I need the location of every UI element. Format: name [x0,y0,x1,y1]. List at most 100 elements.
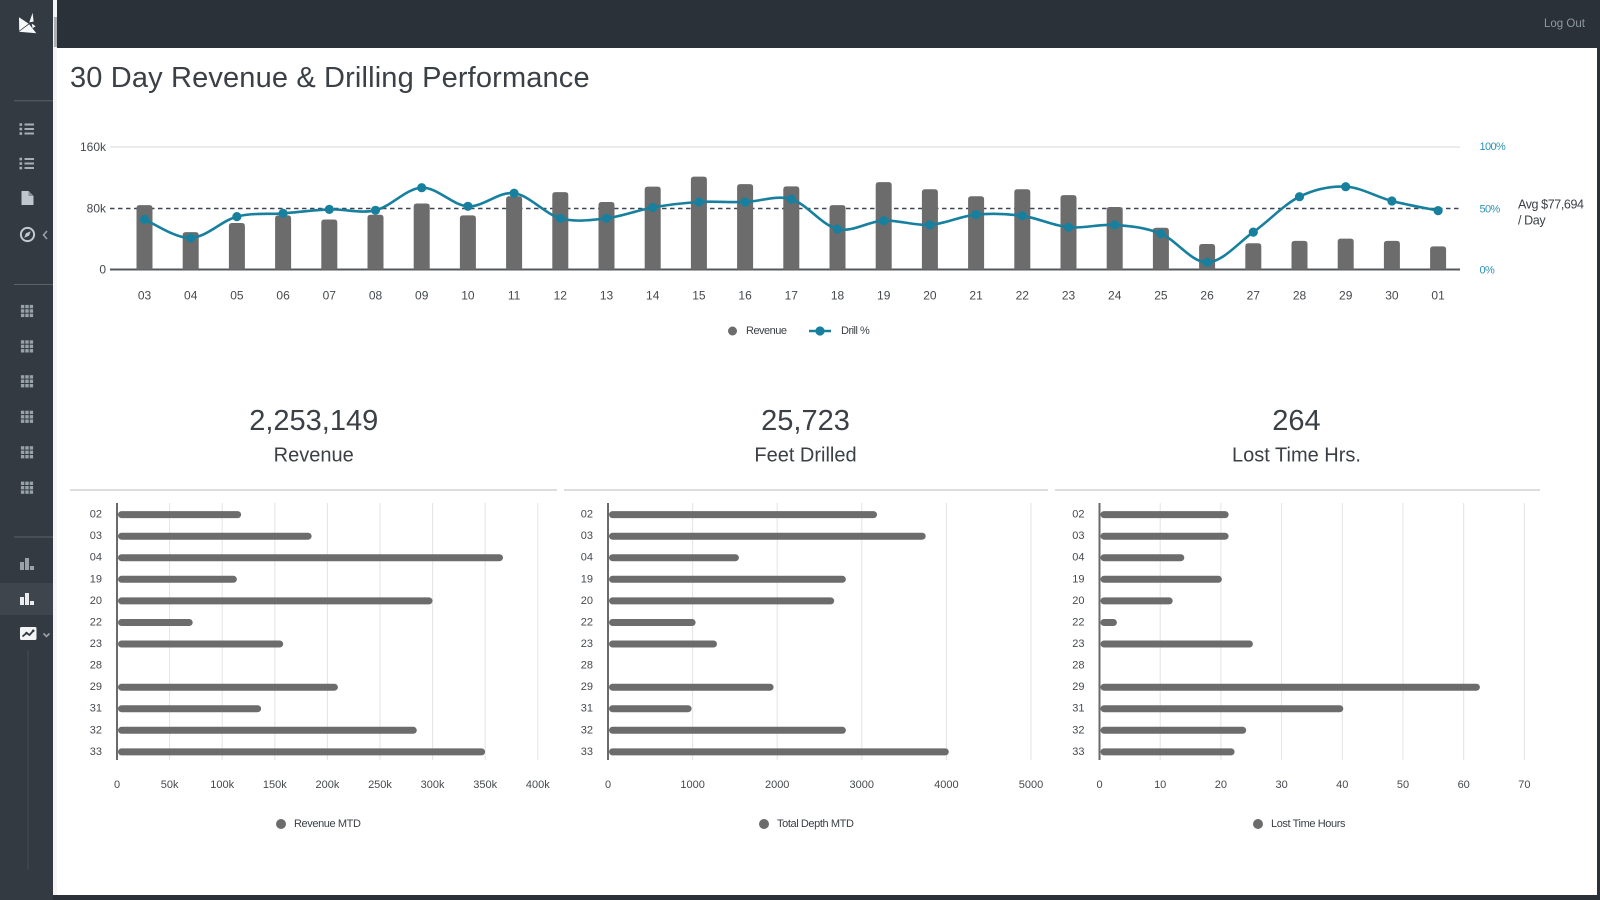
svg-text:07: 07 [323,289,337,303]
svg-text:02: 02 [581,509,593,521]
svg-text:10: 10 [461,289,475,303]
svg-text:08: 08 [369,289,383,303]
svg-text:150k: 150k [263,779,287,791]
svg-text:30: 30 [1385,289,1399,303]
svg-text:100k: 100k [210,779,234,791]
svg-text:10: 10 [1154,779,1166,791]
svg-text:0%: 0% [1480,265,1496,277]
svg-text:13: 13 [600,289,614,303]
svg-text:25: 25 [1154,289,1168,303]
svg-text:14: 14 [646,289,660,303]
svg-text:04: 04 [184,289,198,303]
svg-text:25,723: 25,723 [761,405,850,437]
svg-text:40: 40 [1336,779,1348,791]
svg-text:/ Day: / Day [1518,213,1546,227]
svg-text:21: 21 [969,289,983,303]
svg-text:03: 03 [581,530,593,542]
svg-text:29: 29 [581,681,593,693]
svg-text:20: 20 [1215,779,1227,791]
svg-text:22: 22 [90,617,102,629]
svg-text:300k: 300k [421,779,445,791]
svg-text:28: 28 [90,660,102,672]
svg-text:23: 23 [581,638,593,650]
svg-text:02: 02 [1072,509,1084,521]
svg-text:31: 31 [90,703,102,715]
svg-text:19: 19 [90,573,102,585]
svg-text:28: 28 [581,660,593,672]
svg-text:0: 0 [99,263,106,277]
svg-text:26: 26 [1200,289,1214,303]
svg-text:23: 23 [1062,289,1076,303]
svg-text:22: 22 [581,617,593,629]
svg-text:20: 20 [1072,595,1084,607]
svg-text:16: 16 [738,289,752,303]
svg-text:Lost Time Hrs.: Lost Time Hrs. [1232,445,1361,467]
svg-text:04: 04 [90,552,102,564]
svg-text:28: 28 [1072,660,1084,672]
svg-text:23: 23 [90,638,102,650]
svg-text:19: 19 [877,289,891,303]
svg-text:20: 20 [923,289,937,303]
svg-text:Revenue: Revenue [746,325,787,337]
svg-text:264: 264 [1272,405,1320,437]
svg-text:32: 32 [1072,724,1084,736]
svg-text:04: 04 [1072,552,1084,564]
svg-text:06: 06 [276,289,290,303]
svg-text:400k: 400k [526,779,550,791]
svg-text:30: 30 [1275,779,1287,791]
svg-text:Total Depth MTD: Total Depth MTD [777,818,854,830]
svg-text:50: 50 [1397,779,1409,791]
svg-text:20: 20 [581,595,593,607]
svg-text:100%: 100% [1480,141,1507,153]
svg-text:29: 29 [1072,681,1084,693]
svg-text:23: 23 [1072,638,1084,650]
svg-text:Drill %: Drill % [841,325,870,337]
svg-text:2000: 2000 [765,779,789,791]
svg-text:15: 15 [692,289,706,303]
svg-text:4000: 4000 [934,779,958,791]
svg-text:50k: 50k [161,779,179,791]
svg-text:250k: 250k [368,779,392,791]
svg-text:19: 19 [1072,573,1084,585]
svg-text:Lost Time Hours: Lost Time Hours [1271,818,1346,830]
svg-text:32: 32 [581,724,593,736]
svg-text:03: 03 [90,530,102,542]
svg-text:22: 22 [1016,289,1030,303]
svg-text:24: 24 [1108,289,1122,303]
svg-text:0: 0 [1096,779,1102,791]
svg-text:Revenue: Revenue [274,445,354,467]
svg-text:70: 70 [1518,779,1530,791]
svg-text:160k: 160k [80,140,107,154]
svg-text:5000: 5000 [1019,779,1043,791]
svg-text:04: 04 [581,552,593,564]
svg-text:22: 22 [1072,617,1084,629]
svg-text:29: 29 [90,681,102,693]
svg-text:17: 17 [785,289,799,303]
svg-text:19: 19 [581,573,593,585]
svg-text:Avg $77,694: Avg $77,694 [1518,197,1584,211]
svg-text:0: 0 [114,779,120,791]
svg-text:03: 03 [1072,530,1084,542]
svg-text:Revenue MTD: Revenue MTD [294,818,361,830]
svg-text:20: 20 [90,595,102,607]
svg-text:09: 09 [415,289,429,303]
svg-text:31: 31 [581,703,593,715]
svg-text:60: 60 [1458,779,1470,791]
svg-text:1000: 1000 [680,779,704,791]
svg-text:80k: 80k [87,202,107,216]
svg-text:05: 05 [230,289,244,303]
svg-text:200k: 200k [315,779,339,791]
svg-text:2,253,149: 2,253,149 [249,405,378,437]
svg-text:33: 33 [1072,746,1084,758]
svg-text:28: 28 [1293,289,1307,303]
svg-text:27: 27 [1247,289,1261,303]
svg-text:02: 02 [90,509,102,521]
svg-text:01: 01 [1431,289,1445,303]
svg-text:33: 33 [90,746,102,758]
svg-text:29: 29 [1339,289,1353,303]
svg-text:18: 18 [831,289,845,303]
svg-text:Feet Drilled: Feet Drilled [754,445,856,467]
svg-text:11: 11 [508,289,521,303]
svg-text:3000: 3000 [850,779,874,791]
svg-text:31: 31 [1072,703,1084,715]
